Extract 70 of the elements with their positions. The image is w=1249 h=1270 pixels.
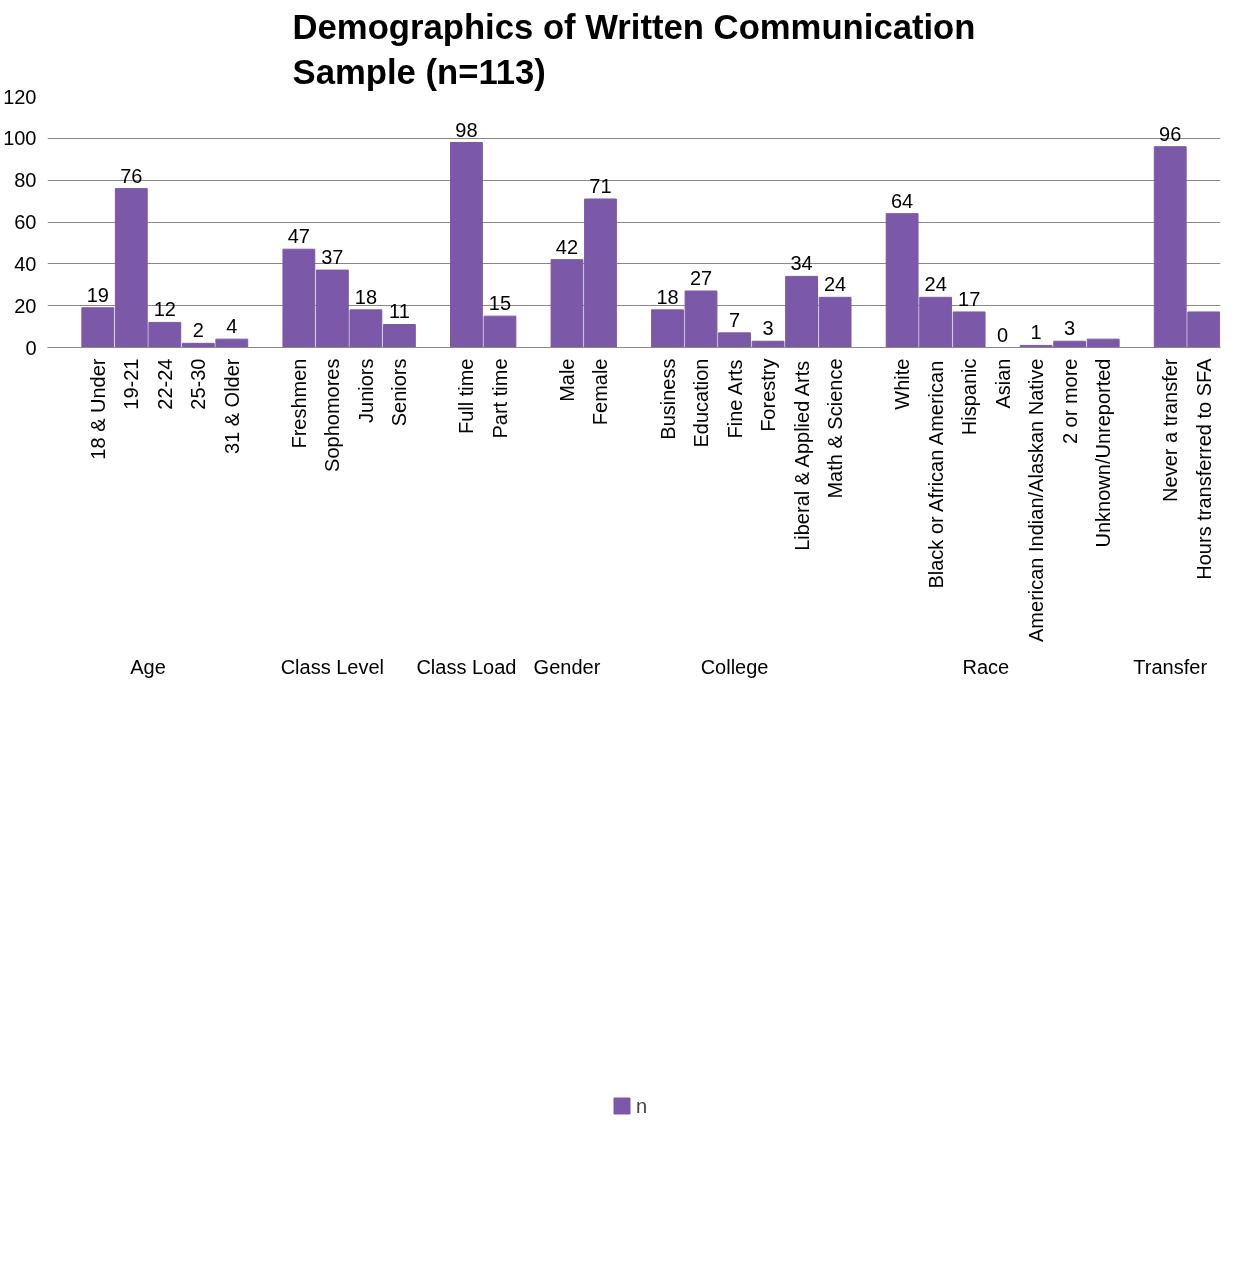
- text: Class Level: [280, 655, 385, 678]
- x-tick-label: Seniors: [388, 358, 411, 427]
- data-label: 42: [555, 235, 579, 258]
- x-tick-label: Fine Arts: [723, 359, 746, 439]
- data-label: 7: [728, 308, 741, 331]
- x-tick-label: Male: [555, 358, 578, 402]
- data-label: 15: [488, 292, 512, 315]
- x-tick-label: American Indian/Alaskan Native: [1025, 358, 1048, 642]
- text: Transfer: [1133, 655, 1208, 678]
- x-tick-label: 18 & Under: [86, 358, 109, 460]
- x-tick-label: Hispanic: [958, 358, 981, 436]
- y-tick-label: 40: [14, 252, 37, 275]
- x-tick-label: Math & Science: [824, 358, 847, 499]
- x-tick-label: 2 or more: [1058, 358, 1081, 445]
- data-label: 98: [455, 118, 478, 141]
- data-label: 12: [153, 298, 176, 321]
- data-label: 0: [997, 323, 1009, 346]
- data-label: 71: [589, 174, 612, 197]
- data-label: 18: [656, 285, 679, 308]
- x-tick-label: 22-24: [153, 358, 176, 410]
- x-tick-label: Black or African American: [924, 360, 947, 589]
- data-label: 24: [823, 273, 847, 296]
- chart-title: Demographics of Written Communication Sample (n=113): [292, 7, 976, 92]
- y-tick-label: 0: [25, 336, 37, 359]
- y-tick-label: 80: [14, 169, 37, 192]
- x-tick-label: Freshmen: [287, 358, 310, 449]
- x-tick-label: 31 & Older: [220, 358, 243, 455]
- y-tick-label: 60: [14, 211, 37, 233]
- data-label: 3: [1064, 317, 1076, 340]
- x-tick-label: Sophomores: [321, 358, 344, 472]
- data-label: 64: [890, 189, 914, 212]
- data-label: 18: [354, 285, 378, 308]
- y-tick-label: 20: [14, 294, 37, 317]
- data-label: 76: [120, 164, 143, 187]
- data-label: 11: [389, 300, 410, 323]
- x-tick-label: Female: [589, 358, 612, 426]
- data-label: 24: [924, 273, 947, 296]
- data-label: 4: [226, 315, 238, 338]
- y-tick-label: 100: [3, 127, 37, 150]
- data-label: 17: [958, 287, 981, 310]
- x-tick-label: Education: [690, 358, 713, 448]
- data-label: 1: [1030, 321, 1042, 344]
- x-tick-label: White: [891, 358, 914, 410]
- x-tick-label: Business: [656, 358, 679, 440]
- data-label: 2: [192, 319, 204, 342]
- x-tick-label: Full time: [455, 358, 478, 435]
- text: Age: [130, 655, 166, 678]
- x-tick-label: Forestry: [757, 358, 780, 432]
- data-label: 3: [762, 317, 774, 340]
- text: Class Load: [416, 655, 517, 678]
- data-label: 37: [321, 246, 344, 269]
- x-tick-label: Liberal & Applied Arts: [790, 360, 813, 551]
- data-label: 19: [86, 283, 109, 306]
- text: Race: [962, 655, 1010, 678]
- data-label: 34: [790, 252, 813, 275]
- data-label: 96: [1159, 122, 1182, 145]
- text: College: [700, 655, 769, 678]
- data-label: 47: [287, 225, 310, 248]
- x-tick-label: 19-21: [120, 358, 143, 410]
- x-tick-label: Unknown/Unreported: [1092, 358, 1115, 548]
- x-tick-label: 25-30: [187, 358, 210, 410]
- x-tick-label: Juniors: [354, 358, 377, 423]
- x-tick-label: Asian: [991, 358, 1014, 409]
- x-tick-label: Never a transfer: [1159, 358, 1182, 502]
- data-label: 27: [689, 267, 713, 290]
- text: Gender: [533, 655, 601, 678]
- x-tick-label: Hours transferred to SFA: [1192, 357, 1215, 580]
- legend-label: n: [636, 1094, 649, 1118]
- x-tick-label: Part time: [488, 358, 511, 439]
- y-tick-label: 120: [3, 85, 37, 108]
